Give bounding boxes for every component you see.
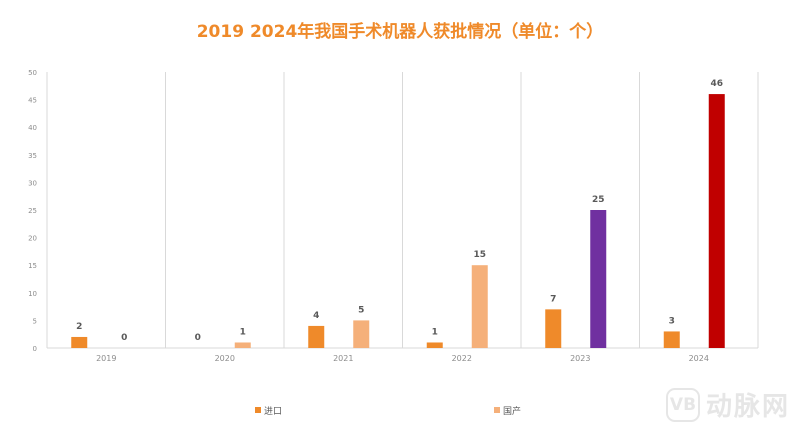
data-label-imported: 2	[76, 322, 82, 332]
x-tick-label: 2020	[215, 354, 235, 363]
legend-label: 进口	[264, 406, 282, 417]
x-tick-label: 2022	[452, 354, 472, 363]
data-label-imported: 3	[669, 316, 675, 326]
bar-domestic	[471, 265, 488, 348]
watermark-text: 动脉网	[705, 392, 790, 422]
y-tick-label: 25	[28, 207, 37, 215]
bar-domestic	[708, 94, 725, 348]
y-tick-label: 50	[28, 69, 37, 77]
y-tick-label: 15	[28, 262, 37, 270]
bar-domestic	[234, 342, 251, 348]
y-tick-label: 45	[28, 97, 37, 105]
legend-swatch	[255, 407, 261, 413]
data-label-imported: 0	[195, 333, 201, 343]
y-tick-label: 35	[28, 152, 37, 160]
data-label-imported: 7	[550, 294, 556, 304]
data-label-domestic: 25	[592, 195, 605, 205]
bar-domestic	[590, 210, 607, 348]
grid	[46, 72, 759, 349]
x-tick-label: 2024	[689, 354, 709, 363]
data-label-domestic: 46	[710, 79, 723, 89]
bar-imported	[71, 336, 88, 348]
chart-title: 2019 2024年我国手术机器人获批情况（单位：个）	[197, 21, 604, 42]
data-label-domestic: 15	[473, 250, 486, 260]
y-axis-ticks: 0 5 10 15 20 25 30 35 40 45 50	[28, 69, 37, 353]
y-tick-label: 0	[33, 345, 37, 353]
bars	[71, 94, 725, 348]
x-tick-label: 2019	[96, 354, 116, 363]
bar-imported	[308, 325, 325, 348]
y-tick-label: 40	[28, 124, 37, 132]
legend-swatch	[494, 407, 500, 413]
data-label-domestic: 1	[240, 327, 246, 337]
bar-imported	[663, 331, 680, 348]
y-tick-label: 30	[28, 179, 37, 187]
data-label-imported: 4	[313, 311, 319, 321]
y-tick-label: 20	[28, 235, 37, 243]
legend-label: 国产	[503, 405, 521, 417]
watermark: VB 动脉网	[665, 386, 790, 423]
data-labels: 2 0 0 1 4 5 1 15 7 25 3 46	[76, 79, 723, 343]
x-tick-label: 2023	[570, 354, 590, 363]
watermark-logo-icon: VB	[665, 387, 700, 422]
data-label-imported: 1	[432, 327, 438, 337]
bar-imported	[426, 342, 443, 348]
data-label-domestic: 5	[358, 305, 364, 315]
bar-domestic	[353, 320, 370, 348]
x-axis-ticks: 2019 2020 2021 2022 2023 2024	[96, 354, 709, 363]
legend: 进口 国产	[255, 405, 521, 417]
x-tick-label: 2021	[333, 354, 353, 363]
y-tick-label: 5	[33, 317, 37, 325]
data-label-domestic: 0	[121, 333, 127, 343]
y-tick-label: 10	[28, 290, 37, 298]
bar-imported	[545, 309, 562, 348]
